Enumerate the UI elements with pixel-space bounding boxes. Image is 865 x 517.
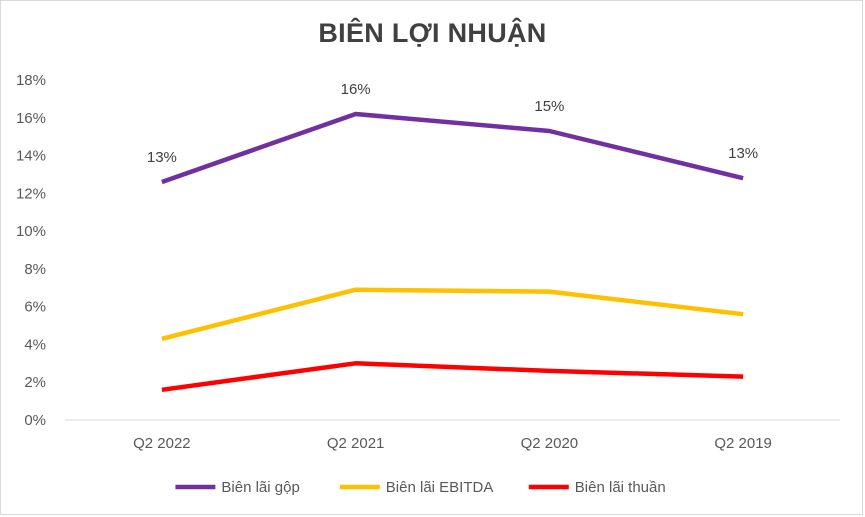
y-tick-label: 18% [16, 72, 46, 89]
x-axis: Q2 2022 Q2 2021 Q2 2020 Q2 2019 [65, 419, 840, 452]
legend-label: Biên lãi EBITDA [386, 479, 494, 496]
x-tick-label: Q2 2022 [133, 435, 191, 452]
y-tick-label: 4% [24, 336, 46, 353]
legend-item: Biên lãi gộp [175, 479, 300, 496]
y-tick-label: 2% [24, 374, 46, 391]
x-tick-label: Q2 2020 [521, 435, 579, 452]
data-labels: 13% 16% 15% 13% [147, 81, 758, 166]
legend-item: Biên lãi EBITDA [339, 479, 494, 496]
y-tick-label: 10% [16, 223, 46, 240]
data-label: 15% [534, 98, 564, 115]
legend-label: Biên lãi gộp [221, 479, 299, 496]
data-label: 13% [728, 145, 758, 162]
series-line-1 [161, 111, 744, 185]
y-tick-label: 8% [24, 261, 46, 278]
data-label: 16% [341, 81, 371, 98]
y-tick-label: 0% [24, 412, 46, 429]
data-label: 13% [147, 149, 177, 166]
series-line-3 [161, 361, 744, 393]
legend-item: Biên lãi thuần [528, 479, 666, 496]
x-tick-label: Q2 2019 [714, 435, 772, 452]
y-tick-label: 12% [16, 185, 46, 202]
legend: Biên lãi gộp Biên lãi EBITDA Biên lãi thuầ… [175, 479, 666, 496]
y-tick-label: 16% [16, 110, 46, 127]
chart-title: BIÊN LỢI NHUẬN [318, 18, 547, 48]
y-tick-label: 6% [24, 299, 46, 316]
legend-label: Biên lãi thuần [575, 479, 666, 496]
x-tick-label: Q2 2021 [327, 435, 385, 452]
series-line-2 [161, 287, 744, 341]
y-axis: 0% 2% 4% 6% 8% 10% 12% 14% 16% 18% [16, 72, 46, 429]
y-tick-label: 14% [16, 148, 46, 165]
series-layer [161, 111, 744, 393]
